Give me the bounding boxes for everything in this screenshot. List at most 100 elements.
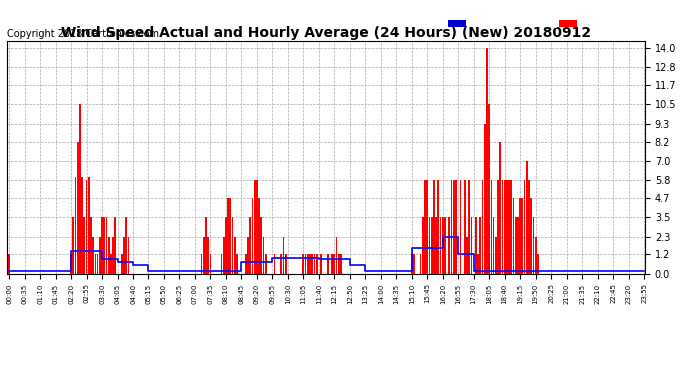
Bar <box>475 217 477 274</box>
Bar <box>528 180 530 274</box>
Bar <box>437 180 439 274</box>
Bar <box>201 254 202 274</box>
Bar <box>495 237 497 274</box>
Bar <box>524 180 526 274</box>
Bar <box>431 217 433 274</box>
Bar <box>258 198 260 274</box>
Bar <box>327 254 328 274</box>
Bar <box>464 180 466 274</box>
Bar <box>320 254 322 274</box>
Bar <box>433 180 435 274</box>
Legend: Hourly Avg (mph), Wind (mph): Hourly Avg (mph), Wind (mph) <box>446 18 640 30</box>
Bar <box>236 254 238 274</box>
Bar <box>223 237 224 274</box>
Bar <box>413 254 415 274</box>
Bar <box>435 217 437 274</box>
Bar <box>260 217 262 274</box>
Bar <box>504 180 506 274</box>
Bar <box>335 237 337 274</box>
Bar <box>221 254 222 274</box>
Bar <box>444 217 446 274</box>
Bar <box>128 237 130 274</box>
Bar <box>482 180 484 274</box>
Bar <box>309 254 311 274</box>
Bar <box>466 237 468 274</box>
Bar <box>333 254 335 274</box>
Bar <box>256 180 258 274</box>
Bar <box>517 217 519 274</box>
Bar <box>230 198 231 274</box>
Bar <box>81 177 83 274</box>
Bar <box>8 254 10 274</box>
Bar <box>234 237 236 274</box>
Bar <box>249 217 251 274</box>
Bar <box>205 217 207 274</box>
Bar <box>509 180 510 274</box>
Title: Wind Speed Actual and Hourly Average (24 Hours) (New) 20180912: Wind Speed Actual and Hourly Average (24… <box>61 26 591 40</box>
Bar <box>232 217 233 274</box>
Bar <box>83 217 86 274</box>
Bar <box>263 237 264 274</box>
Bar <box>515 217 517 274</box>
Bar <box>420 254 422 274</box>
Bar <box>101 217 103 274</box>
Bar <box>79 105 81 274</box>
Bar <box>477 254 479 274</box>
Bar <box>480 217 481 274</box>
Bar <box>502 180 503 274</box>
Bar <box>491 180 492 274</box>
Bar <box>526 161 528 274</box>
Bar <box>426 180 428 274</box>
Bar <box>460 180 462 274</box>
Bar <box>489 105 490 274</box>
Bar <box>90 217 92 274</box>
Bar <box>254 180 255 274</box>
Bar <box>282 237 284 274</box>
Bar <box>77 141 79 274</box>
Bar <box>227 198 229 274</box>
Bar <box>126 217 127 274</box>
Bar <box>302 254 304 274</box>
Bar <box>252 198 253 274</box>
Bar <box>500 141 501 274</box>
Bar <box>511 180 512 274</box>
Bar <box>72 217 74 274</box>
Bar <box>245 254 247 274</box>
Bar <box>104 217 105 274</box>
Bar <box>110 254 112 274</box>
Bar <box>497 180 499 274</box>
Bar <box>484 124 486 274</box>
Bar <box>307 254 308 274</box>
Bar <box>453 180 455 274</box>
Bar <box>316 254 317 274</box>
Bar <box>340 254 342 274</box>
Bar <box>411 254 413 274</box>
Bar <box>124 237 125 274</box>
Bar <box>106 217 108 274</box>
Bar <box>331 254 333 274</box>
Bar <box>428 217 431 274</box>
Bar <box>469 180 470 274</box>
Bar <box>338 254 339 274</box>
Bar <box>265 254 266 274</box>
Bar <box>95 254 97 274</box>
Bar <box>533 217 534 274</box>
Text: Copyright 2018 Cartronics.com: Copyright 2018 Cartronics.com <box>7 29 159 39</box>
Bar <box>513 198 515 274</box>
Bar <box>305 254 306 274</box>
Bar <box>285 254 286 274</box>
Bar <box>92 237 94 274</box>
Bar <box>274 254 275 274</box>
Bar <box>440 217 442 274</box>
Bar <box>531 198 532 274</box>
Bar <box>493 217 495 274</box>
Bar <box>99 237 101 274</box>
Bar <box>455 180 457 274</box>
Bar <box>486 48 488 274</box>
Bar <box>97 254 99 274</box>
Bar <box>210 254 211 274</box>
Bar <box>506 180 508 274</box>
Bar <box>424 180 426 274</box>
Bar <box>247 237 249 274</box>
Bar <box>535 237 537 274</box>
